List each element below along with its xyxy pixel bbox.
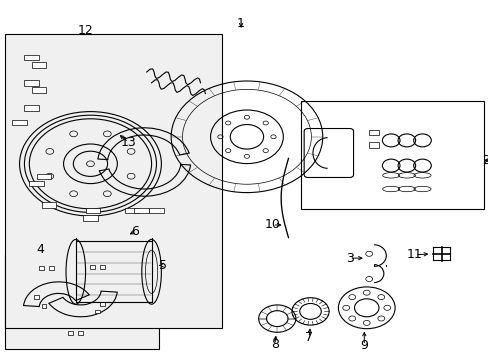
Bar: [68, 331, 73, 335]
Bar: [95, 310, 100, 313]
Bar: [149, 208, 163, 213]
Text: 3: 3: [345, 252, 353, 265]
Bar: [134, 208, 149, 213]
Bar: [85, 208, 100, 213]
Bar: [71, 232, 159, 311]
Bar: [41, 304, 46, 308]
FancyBboxPatch shape: [5, 34, 222, 328]
Bar: [29, 181, 44, 186]
Bar: [32, 62, 46, 68]
Bar: [368, 142, 378, 148]
Text: 5: 5: [159, 259, 166, 272]
Text: 12: 12: [78, 24, 93, 37]
Bar: [49, 266, 54, 270]
Text: 10: 10: [264, 219, 280, 231]
Text: 9: 9: [360, 339, 367, 352]
Text: 7: 7: [305, 331, 312, 344]
Bar: [39, 266, 44, 270]
Text: 4: 4: [37, 243, 44, 256]
Text: 8: 8: [270, 338, 278, 351]
Bar: [32, 87, 46, 93]
Bar: [300, 101, 483, 209]
Text: 11: 11: [406, 248, 422, 261]
Bar: [34, 295, 39, 299]
Bar: [124, 208, 139, 213]
Bar: [90, 265, 95, 269]
Bar: [37, 174, 51, 179]
Bar: [100, 265, 105, 269]
Bar: [12, 120, 27, 125]
Bar: [24, 105, 39, 111]
FancyBboxPatch shape: [5, 254, 159, 349]
Bar: [24, 80, 39, 86]
Text: 6: 6: [131, 225, 139, 238]
Bar: [41, 202, 56, 208]
Text: 2: 2: [482, 154, 488, 167]
Bar: [78, 331, 83, 335]
Text: 13: 13: [121, 136, 136, 149]
Bar: [24, 55, 39, 60]
Text: 1: 1: [237, 17, 244, 30]
Bar: [368, 130, 378, 135]
Bar: [100, 302, 105, 306]
Bar: [83, 215, 98, 221]
